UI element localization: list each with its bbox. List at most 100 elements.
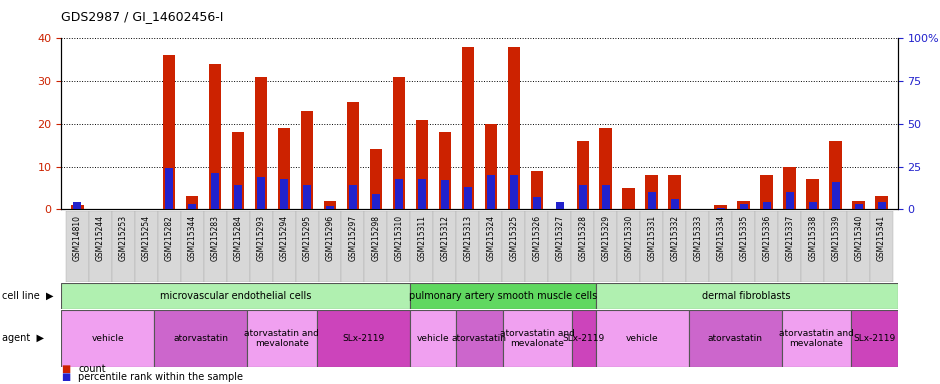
Text: count: count	[78, 364, 105, 374]
Text: GSM215295: GSM215295	[303, 215, 311, 261]
Text: SLx-2119: SLx-2119	[563, 334, 605, 343]
Bar	[188, 204, 196, 209]
Bar	[227, 211, 249, 282]
Bar	[410, 310, 456, 367]
Text: GSM215337: GSM215337	[785, 215, 794, 261]
Text: GSM215283: GSM215283	[211, 215, 220, 261]
Bar	[66, 211, 88, 282]
Bar	[556, 202, 564, 209]
Text: percentile rank within the sample: percentile rank within the sample	[78, 372, 243, 382]
Bar	[163, 56, 176, 209]
Bar	[326, 206, 334, 209]
Text: GSM215296: GSM215296	[325, 215, 335, 261]
Bar	[456, 310, 503, 367]
Text: agent  ▶: agent ▶	[2, 333, 44, 343]
Bar	[433, 211, 457, 282]
Bar	[807, 179, 819, 209]
Bar	[808, 202, 817, 209]
Text: GSM215298: GSM215298	[371, 215, 381, 261]
Bar	[783, 167, 796, 209]
Text: SLx-2119: SLx-2119	[342, 334, 384, 343]
Bar	[88, 211, 112, 282]
Bar	[740, 204, 747, 209]
Text: atorvastatin and
mevalonate: atorvastatin and mevalonate	[244, 329, 320, 348]
Text: GSM215254: GSM215254	[142, 215, 150, 261]
Text: microvascular endothelial cells: microvascular endothelial cells	[160, 291, 311, 301]
Text: GSM215331: GSM215331	[648, 215, 656, 261]
Bar	[648, 192, 656, 209]
Bar	[548, 211, 572, 282]
Bar	[347, 103, 359, 209]
Bar	[439, 132, 451, 209]
Bar	[418, 179, 426, 209]
Text: GSM215341: GSM215341	[877, 215, 886, 261]
Bar	[576, 141, 589, 209]
Bar	[441, 180, 449, 209]
Bar	[847, 211, 870, 282]
Text: GSM215339: GSM215339	[831, 215, 840, 261]
Bar	[686, 211, 710, 282]
Text: cell line  ▶: cell line ▶	[2, 291, 54, 301]
Bar	[668, 175, 681, 209]
Bar	[502, 211, 525, 282]
Bar	[801, 211, 824, 282]
Bar	[395, 179, 403, 209]
Bar	[688, 310, 781, 367]
Text: GSM215330: GSM215330	[624, 215, 634, 261]
Bar	[317, 310, 410, 367]
Bar	[618, 211, 640, 282]
Bar	[853, 201, 865, 209]
Bar	[760, 175, 773, 209]
Text: GSM215310: GSM215310	[395, 215, 403, 261]
Text: GSM215340: GSM215340	[854, 215, 863, 261]
Text: GSM215312: GSM215312	[441, 215, 449, 261]
Text: GSM215344: GSM215344	[188, 215, 196, 261]
Bar	[273, 211, 295, 282]
Bar	[393, 77, 405, 209]
Bar	[457, 211, 479, 282]
Bar	[579, 185, 587, 209]
Text: GSM215311: GSM215311	[417, 215, 427, 261]
Bar	[572, 310, 596, 367]
Bar	[158, 211, 180, 282]
Bar	[824, 211, 847, 282]
Bar	[854, 204, 863, 209]
Bar	[411, 211, 433, 282]
Text: GSM215333: GSM215333	[693, 215, 702, 261]
Text: atorvastatin: atorvastatin	[173, 334, 228, 343]
Text: vehicle: vehicle	[91, 334, 124, 343]
Bar	[737, 201, 750, 209]
Bar	[640, 211, 664, 282]
Bar	[710, 211, 732, 282]
Text: GSM215329: GSM215329	[602, 215, 610, 261]
Bar	[134, 211, 158, 282]
Bar	[786, 192, 793, 209]
Bar	[415, 119, 429, 209]
Text: ■: ■	[61, 364, 70, 374]
Bar	[180, 211, 204, 282]
Text: atorvastatin and
mevalonate: atorvastatin and mevalonate	[779, 329, 854, 348]
Bar	[602, 185, 610, 209]
Text: SLx-2119: SLx-2119	[854, 334, 896, 343]
Text: atorvastatin: atorvastatin	[452, 334, 507, 343]
Bar	[622, 188, 635, 209]
Bar	[234, 185, 243, 209]
Bar	[646, 175, 658, 209]
Text: GSM215328: GSM215328	[578, 215, 588, 261]
Text: GSM215324: GSM215324	[486, 215, 495, 261]
Bar	[70, 205, 84, 209]
Bar	[277, 128, 290, 209]
Bar	[387, 211, 411, 282]
Bar	[829, 141, 842, 209]
Text: GSM215334: GSM215334	[716, 215, 726, 261]
Text: vehicle: vehicle	[626, 334, 658, 343]
Bar	[508, 47, 520, 209]
Bar	[594, 211, 618, 282]
Bar	[762, 202, 771, 209]
Bar	[186, 197, 198, 209]
Text: atorvastatin: atorvastatin	[708, 334, 762, 343]
Bar	[61, 310, 154, 367]
Bar	[596, 283, 898, 309]
Bar	[479, 211, 502, 282]
Text: ■: ■	[61, 372, 70, 382]
